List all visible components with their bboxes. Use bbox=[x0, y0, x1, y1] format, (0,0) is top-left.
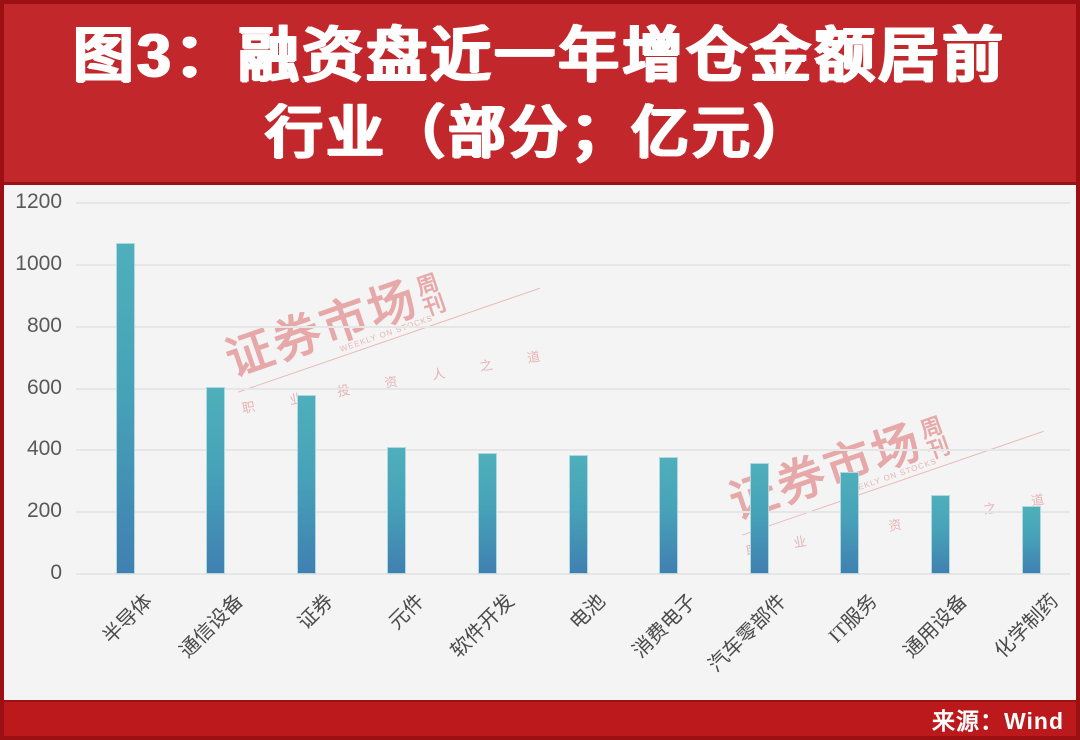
y-axis-tick-0: 0 bbox=[50, 561, 62, 584]
y-axis-tick-200: 200 bbox=[26, 499, 62, 523]
watermark-divider: WEEKLY ON STOCKS bbox=[742, 430, 1044, 536]
watermark-tagline: 职 业 投 资 人 之 道 bbox=[240, 345, 558, 416]
figure-title-banner: 图3：融资盘近一年增仓金额居前 行业（部分；亿元） bbox=[4, 4, 1076, 185]
figure-inner: 图3：融资盘近一年增仓金额居前 行业（部分；亿元） 证券市场 周 刊 WEEKL… bbox=[4, 4, 1076, 736]
watermark-english-text: WEEKLY ON STOCKS bbox=[338, 313, 435, 354]
gridline-0 bbox=[76, 573, 1070, 575]
bar-通用设备 bbox=[930, 495, 950, 574]
watermark-divider: WEEKLY ON STOCKS bbox=[238, 287, 540, 393]
y-axis-tick-800: 800 bbox=[26, 313, 62, 337]
source-bar: 来源：Wind bbox=[4, 700, 1076, 736]
watermark-tagline: 职 业 投 资 人 之 道 bbox=[744, 488, 1062, 559]
bar-半导体 bbox=[115, 243, 135, 574]
bar-IT服务 bbox=[840, 471, 860, 574]
source-label: 来源：Wind bbox=[932, 708, 1064, 734]
figure-title-line1: 图3：融资盘近一年增仓金额居前 bbox=[73, 21, 1007, 89]
gridline-1200 bbox=[76, 202, 1070, 204]
gridline-400 bbox=[76, 449, 1070, 452]
watermark-subtitle-vertical: 周 刊 bbox=[917, 412, 953, 464]
watermark-main-text: 证券市场 bbox=[218, 270, 426, 386]
figure-title-line2: 行业（部分；亿元） bbox=[265, 100, 815, 165]
bar-汽车零部件 bbox=[749, 462, 769, 574]
chart-area: 证券市场 周 刊 WEEKLY ON STOCKS 职 业 投 资 人 之 道 … bbox=[4, 185, 1076, 700]
bar-消费电子 bbox=[659, 456, 679, 574]
bar-元件 bbox=[387, 447, 407, 574]
bar-软件开发 bbox=[477, 453, 497, 574]
y-axis-tick-1000: 1000 bbox=[15, 251, 62, 275]
y-axis-tick-400: 400 bbox=[26, 437, 62, 461]
watermark-stamp-2: 证券市场 周 刊 WEEKLY ON STOCKS 职 业 投 资 人 之 道 bbox=[719, 364, 1061, 559]
watermark-sub-top: 周 bbox=[413, 269, 442, 301]
bar-通信设备 bbox=[206, 386, 226, 574]
bar-电池 bbox=[568, 454, 588, 574]
watermark-sub-bottom: 刊 bbox=[420, 289, 450, 321]
watermark-sub-top: 周 bbox=[917, 412, 946, 444]
watermark-subtitle-vertical: 周 刊 bbox=[413, 269, 450, 321]
watermark-brand: 证券市场 周 刊 bbox=[215, 221, 539, 390]
gridline-1000 bbox=[76, 263, 1070, 266]
bar-化学制药 bbox=[1021, 505, 1041, 574]
gridline-600 bbox=[76, 387, 1070, 390]
y-axis-tick-1200: 1200 bbox=[15, 190, 62, 213]
bar-证券 bbox=[296, 394, 316, 574]
gridline-800 bbox=[76, 325, 1070, 328]
y-axis-tick-600: 600 bbox=[26, 375, 62, 399]
